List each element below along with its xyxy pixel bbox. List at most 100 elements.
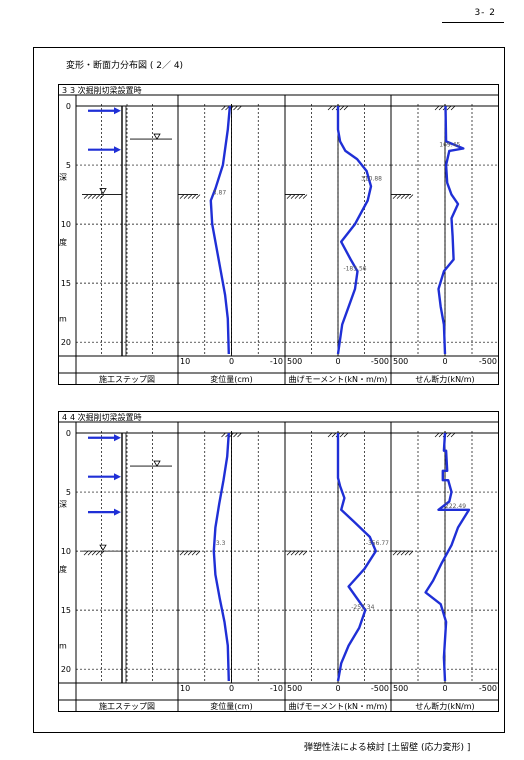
excavation-hatch bbox=[195, 194, 201, 199]
excavation-hatch bbox=[87, 550, 93, 556]
excavation-hatch bbox=[179, 194, 185, 199]
ground-hatch bbox=[446, 105, 452, 111]
depth-tick-label: 0 bbox=[66, 429, 71, 438]
shear-force-curve bbox=[437, 105, 465, 355]
depth-tick-label: 0 bbox=[66, 102, 71, 111]
strut-arrow-head bbox=[114, 434, 121, 442]
ground-hatch bbox=[450, 105, 456, 111]
column-label: せん断力(kN/m) bbox=[415, 374, 474, 384]
page-heading: 変形・断面力分布図 ( 2／ 4) bbox=[66, 61, 184, 71]
excavation-hatch bbox=[408, 550, 414, 556]
ground-hatch bbox=[331, 432, 337, 438]
panel-border bbox=[58, 411, 499, 712]
page-footer: 弾塑性法による検討 [土留壁 (応力変形) ] bbox=[304, 743, 471, 753]
excavation-hatch bbox=[396, 550, 402, 556]
excavation-hatch bbox=[183, 194, 189, 199]
displacement-max-annotation: 3.87 bbox=[213, 189, 227, 196]
depth-tick-label: 15 bbox=[61, 606, 71, 615]
ground-hatch bbox=[343, 105, 349, 111]
excavation-hatch bbox=[400, 194, 406, 199]
excavation-hatch bbox=[404, 194, 410, 199]
ground-hatch bbox=[343, 432, 349, 438]
displacement-axis-right-label: -10 bbox=[270, 357, 283, 366]
bending-moment-axis-left-label: 500 bbox=[287, 684, 302, 693]
excavation-hatch bbox=[83, 550, 89, 556]
excavation-hatch bbox=[298, 550, 304, 556]
panel-step-number: 3 bbox=[62, 86, 67, 95]
ground-hatch bbox=[438, 105, 444, 111]
excavation-hatch bbox=[91, 550, 97, 556]
excavation-hatch bbox=[302, 194, 308, 199]
shear-max-annotation: 222.49 bbox=[445, 503, 466, 510]
excavation-hatch bbox=[294, 550, 300, 556]
excavation-hatch bbox=[179, 550, 185, 556]
displacement-axis-right-label: -10 bbox=[270, 684, 283, 693]
displacement-axis-left-label: 10 bbox=[180, 684, 190, 693]
depth-tick-label: 20 bbox=[61, 665, 71, 674]
displacement-max-annotation: 3.3 bbox=[216, 540, 226, 547]
displacement-curve bbox=[209, 105, 232, 355]
excavation-hatch bbox=[99, 194, 105, 199]
displacement-axis-zero-label: 0 bbox=[229, 684, 234, 693]
depth-tick-label: 20 bbox=[61, 338, 71, 347]
page-number-underline bbox=[442, 22, 504, 23]
panel-step-number: 4 bbox=[62, 413, 67, 422]
excavation-level-mark bbox=[99, 544, 107, 551]
bending-moment-curve bbox=[336, 106, 373, 355]
shear-force-axis-left-label: 500 bbox=[393, 357, 408, 366]
moment-max-annotation-lower: -183.56 bbox=[343, 265, 366, 272]
excavation-hatch bbox=[95, 550, 101, 556]
shear-force-axis-right-label: -500 bbox=[479, 684, 497, 693]
strut-arrow-head bbox=[114, 107, 121, 115]
displacement-axis-left-label: 10 bbox=[180, 357, 190, 366]
depth-tick-label: 5 bbox=[66, 161, 71, 170]
strut-arrow-head bbox=[114, 146, 121, 154]
excavation-hatch bbox=[294, 194, 300, 199]
ground-hatch bbox=[434, 105, 440, 111]
ground-hatch bbox=[237, 432, 242, 438]
bending-moment-axis-zero-label: 0 bbox=[335, 684, 340, 693]
excavation-hatch bbox=[286, 550, 292, 556]
excavation-hatch bbox=[392, 194, 398, 199]
moment-max-annotation-lower: -257.34 bbox=[351, 604, 374, 611]
column-label: 変位量(cm) bbox=[210, 701, 252, 711]
depth-axis-label-2: 度 bbox=[59, 564, 67, 574]
bending-moment-axis-right-label: -500 bbox=[371, 684, 389, 693]
depth-axis-label-3: m bbox=[59, 315, 67, 324]
moment-max-annotation-upper: -356.77 bbox=[366, 540, 389, 547]
excavation-hatch bbox=[298, 194, 304, 199]
depth-tick-label: 5 bbox=[66, 488, 71, 497]
excavation-hatch bbox=[191, 194, 197, 199]
displacement-axis-zero-label: 0 bbox=[229, 357, 234, 366]
excavation-hatch bbox=[408, 194, 414, 199]
excavation-hatch bbox=[83, 194, 89, 199]
shear-force-axis-left-label: 500 bbox=[393, 684, 408, 693]
excavation-level-mark bbox=[99, 188, 107, 195]
excavation-hatch bbox=[95, 194, 101, 199]
column-label: 曲げモーメント(kN・m/m) bbox=[289, 701, 388, 711]
excavation-hatch bbox=[286, 194, 292, 199]
shear-force-axis-zero-label: 0 bbox=[442, 684, 447, 693]
panel-title: 4 次掘削切梁設置時 bbox=[70, 412, 142, 422]
ground-hatch bbox=[339, 105, 345, 111]
excavation-hatch bbox=[87, 194, 93, 199]
excavation-hatch bbox=[91, 194, 97, 199]
bending-moment-axis-right-label: -500 bbox=[371, 357, 389, 366]
ground-hatch bbox=[450, 432, 456, 438]
water-level-mark bbox=[153, 460, 161, 467]
ground-hatch bbox=[438, 432, 444, 438]
ground-hatch bbox=[327, 432, 333, 438]
column-label: 施工ステップ図 bbox=[99, 374, 155, 384]
excavation-hatch bbox=[187, 550, 193, 556]
excavation-hatch bbox=[99, 550, 105, 556]
ground-hatch bbox=[434, 432, 440, 438]
excavation-hatch bbox=[191, 550, 197, 556]
excavation-hatch bbox=[396, 194, 402, 199]
content-frame bbox=[33, 47, 505, 733]
excavation-hatch bbox=[195, 550, 201, 556]
shear-force-axis-zero-label: 0 bbox=[442, 357, 447, 366]
excavation-hatch bbox=[183, 550, 189, 556]
ground-hatch bbox=[339, 432, 345, 438]
